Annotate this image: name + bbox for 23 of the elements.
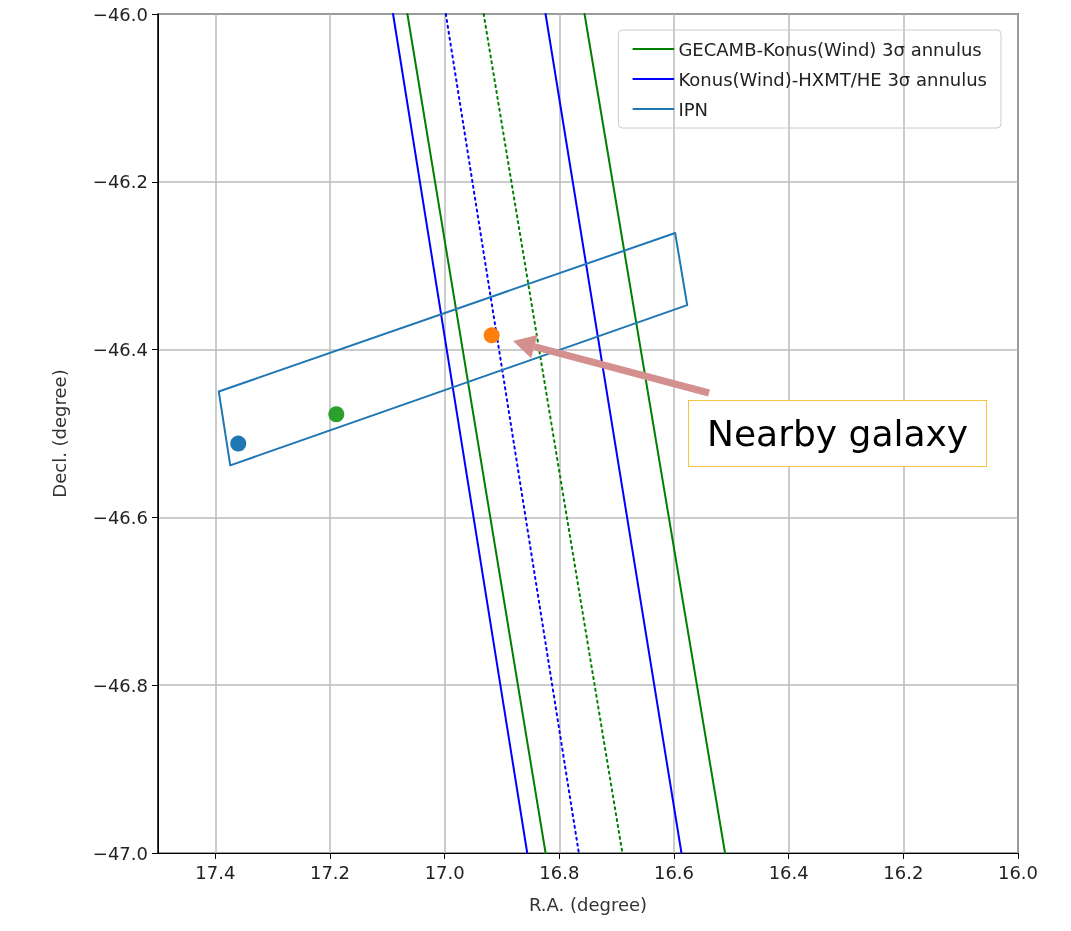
y-tick-label: −46.6 bbox=[92, 506, 148, 528]
point bbox=[328, 406, 345, 423]
x-tick-label: 16.0 bbox=[997, 861, 1039, 883]
y-tick-label: −46.0 bbox=[92, 3, 148, 25]
x-axis-title: R.A. (degree) bbox=[528, 893, 648, 915]
legend-label: IPN bbox=[678, 98, 709, 120]
x-tick-label: 16.6 bbox=[653, 861, 695, 883]
point bbox=[230, 435, 247, 452]
y-axis-title: Decl. (degree) bbox=[48, 369, 70, 498]
point bbox=[483, 327, 500, 344]
x-tick-label: 17.0 bbox=[424, 861, 465, 883]
x-tick-label: 16.8 bbox=[539, 861, 580, 883]
legend-label: Konus(Wind)-HXMT/HE 3σ annulus bbox=[678, 68, 988, 90]
y-tick-label: −46.8 bbox=[92, 674, 148, 696]
y-tick-label: −46.2 bbox=[92, 171, 148, 193]
legend-label: GECAMB-Konus(Wind) 3σ annulus bbox=[678, 38, 982, 60]
x-tick-label: 16.4 bbox=[768, 861, 809, 883]
x-tick-label: 16.2 bbox=[883, 861, 924, 883]
x-tick-label: 17.4 bbox=[195, 861, 236, 883]
y-tick-label: −47.0 bbox=[92, 842, 148, 864]
annotation: Nearby galaxy bbox=[688, 400, 988, 467]
x-tick-label: 17.2 bbox=[309, 861, 351, 883]
y-tick-label: −46.4 bbox=[92, 339, 148, 361]
